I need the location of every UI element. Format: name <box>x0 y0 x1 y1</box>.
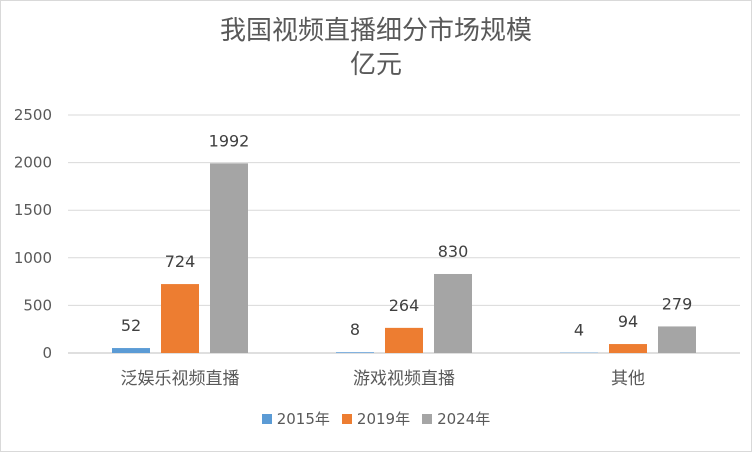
bar <box>112 348 150 353</box>
legend-label: 2015年 <box>276 410 330 428</box>
legend-swatch <box>261 413 272 424</box>
data-label: 264 <box>389 296 420 315</box>
y-tick-label: 0 <box>42 344 52 362</box>
bar <box>658 326 696 353</box>
legend-label: 2024年 <box>437 410 491 428</box>
data-label: 94 <box>618 312 638 331</box>
data-label: 279 <box>662 294 693 313</box>
legend-item: 2019年 <box>341 408 411 429</box>
legend-swatch <box>422 413 433 424</box>
x-category-label: 其他 <box>611 369 645 389</box>
legend: 2015年 2019年 2024年 <box>0 408 752 429</box>
x-category-label: 泛娱乐视频直播 <box>121 369 240 389</box>
legend-label: 2019年 <box>356 410 411 428</box>
legend-item: 2015年 <box>261 408 330 429</box>
bar <box>434 273 472 353</box>
y-tick-label: 500 <box>23 296 52 314</box>
chart-title-unit: 亿元 <box>349 50 402 80</box>
y-tick-label: 1500 <box>14 201 52 219</box>
chart-title-main: 我国视频直播细分市场规模 <box>219 16 532 46</box>
data-label: 52 <box>121 316 141 335</box>
legend-item: 2024年 <box>422 408 490 429</box>
chart-title: 我国视频直播细分市场规模 亿元 <box>0 14 752 82</box>
legend-swatch <box>341 413 352 424</box>
data-label: 1992 <box>209 131 250 150</box>
bar <box>609 344 647 353</box>
y-tick-label: 1000 <box>14 249 52 267</box>
x-category-label: 游戏视频直播 <box>353 369 455 389</box>
bar <box>336 352 374 353</box>
bar <box>385 327 423 353</box>
bar <box>210 163 248 353</box>
y-tick-label: 2500 <box>14 106 52 124</box>
data-label: 830 <box>438 242 469 261</box>
data-label: 8 <box>350 320 360 339</box>
y-tick-label: 2000 <box>14 154 52 172</box>
data-label: 4 <box>574 321 584 340</box>
bar <box>161 284 199 353</box>
data-label: 724 <box>165 252 196 271</box>
